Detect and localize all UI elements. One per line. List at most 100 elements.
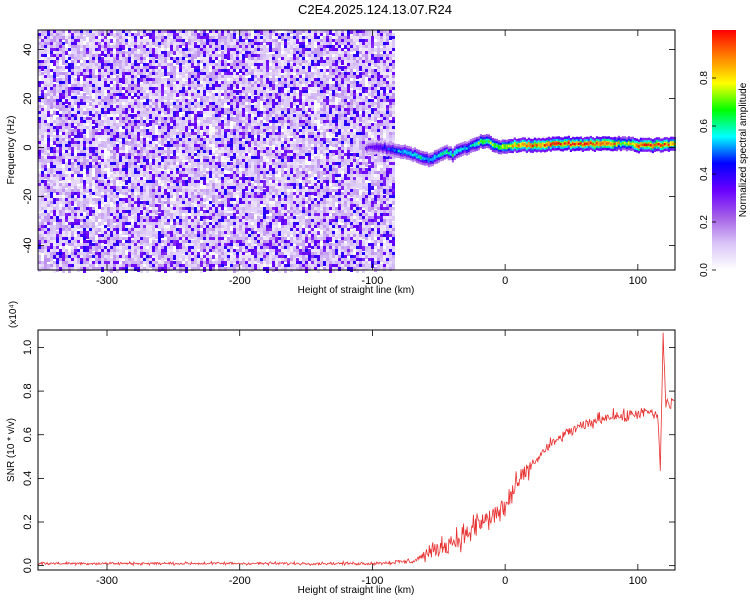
spectrogram-cell [122,237,125,240]
spectrogram-cell [101,42,104,46]
spectrogram-cell [149,180,152,184]
spectrogram-cell [185,234,188,239]
spectrogram-cell [77,36,80,39]
spectrogram-cell [170,72,173,76]
spectrogram-cell [47,123,50,127]
spectrogram-cell [95,165,98,170]
spectrogram-cell [116,210,119,213]
spectrogram-cell [176,237,179,241]
spectrogram-cell [107,78,110,81]
spectrogram-cell [194,252,197,255]
spectrogram-cell [173,138,176,143]
spectrogram-cell [71,93,74,97]
spectrogram-cell [188,102,191,107]
spectrogram-cell [68,135,71,140]
spectrogram-cell [101,72,104,76]
spectrogram-cell [212,84,215,90]
spectrogram-cell [218,174,221,177]
spectrogram-cell [164,180,167,184]
spectrogram-cell [230,201,233,204]
spectrogram-cell [113,69,116,75]
spectrogram-cell [47,195,50,198]
spectrogram-cell [92,51,95,54]
spectrogram-cell [116,93,119,97]
spectrogram-cell [122,99,125,102]
spectrogram-cell [233,243,236,246]
spectrogram-cell [155,102,158,106]
spectrogram-cell [128,195,131,198]
spectrogram-cell [209,33,212,36]
spectrogram-cell [65,189,68,194]
spectrogram-cell [239,120,242,125]
spectrogram-cell [239,138,242,142]
spectrogram-cell [185,171,188,174]
spectrogram-cell [155,198,158,202]
spectrogram-cell [191,102,194,106]
spectrogram-cell [62,111,65,115]
spectrogram-cell [128,51,131,54]
spectrogram-cell [80,192,83,196]
spectrogram-cell [116,48,119,51]
spectrogram-cell [74,246,77,251]
spectrogram-cell [233,231,236,235]
spectrogram-cell [86,66,89,70]
spectrogram-cell [50,78,53,81]
spectrogram-cell [47,231,50,234]
spectrogram-cell [176,210,179,216]
spectrogram-cell [176,57,179,61]
spectrogram-cell [62,132,65,137]
spectrogram-cell [164,66,167,69]
spectrogram-cell [77,105,80,110]
spectrogram-cell [164,234,167,237]
spectrogram-cell [80,123,83,126]
spectrogram-cell [68,126,71,131]
spectrogram-cell [125,30,128,34]
spectrogram-cell [242,66,245,71]
spectrogram-cell [140,111,143,116]
spectrogram-cell [41,66,44,71]
spectrogram-cell [224,132,227,136]
spectrogram-cell [53,225,56,230]
spectrogram-cell [77,216,80,219]
spectrogram-cell [245,72,248,76]
spectrogram-cell [50,54,53,59]
spectrogram-cell [209,111,212,116]
spectrogram-cell [224,48,227,51]
spectrogram-cell [188,108,191,111]
spectrogram-cell [107,255,110,261]
spectrogram-cell [38,156,41,159]
spectrogram-cell [209,213,212,216]
spectrogram-cell [137,105,140,110]
spectrogram-cell [77,150,80,154]
spectrogram-cell [38,69,41,74]
spectrogram-cell [59,114,62,119]
spectrogram-cell [50,117,53,120]
spectrogram-cell [206,135,209,139]
spectrogram-cell [248,186,251,190]
spectrogram-cell [107,231,110,235]
spectrogram-cell [146,72,149,75]
spectrogram-cell [122,93,125,99]
spectrogram-cell [71,42,74,45]
spectrogram-cell [128,72,131,77]
spectrogram-cell [146,78,149,81]
spectrogram-cell [116,99,119,103]
spectrogram-cell [65,81,68,86]
spectrogram-cell [92,135,95,140]
spectrogram-cell [185,33,188,36]
spectrogram-cell [74,60,77,63]
spectrogram-cell [206,51,209,55]
spectrogram-cell [236,120,239,124]
spectrogram-cell [182,90,185,94]
spectrogram-cell [41,87,44,91]
spectrogram-cell [203,57,206,63]
spectrogram-cell [227,261,230,265]
spectrogram-cell [176,204,179,207]
spectrogram-cell [68,36,71,40]
spectrogram-cell [179,135,182,139]
spectrogram-cell [137,75,140,78]
spectrogram-cell [116,192,119,197]
spectrogram-cell [158,105,161,108]
spectrogram-cell [221,75,224,79]
spectrogram-cell [188,123,191,126]
